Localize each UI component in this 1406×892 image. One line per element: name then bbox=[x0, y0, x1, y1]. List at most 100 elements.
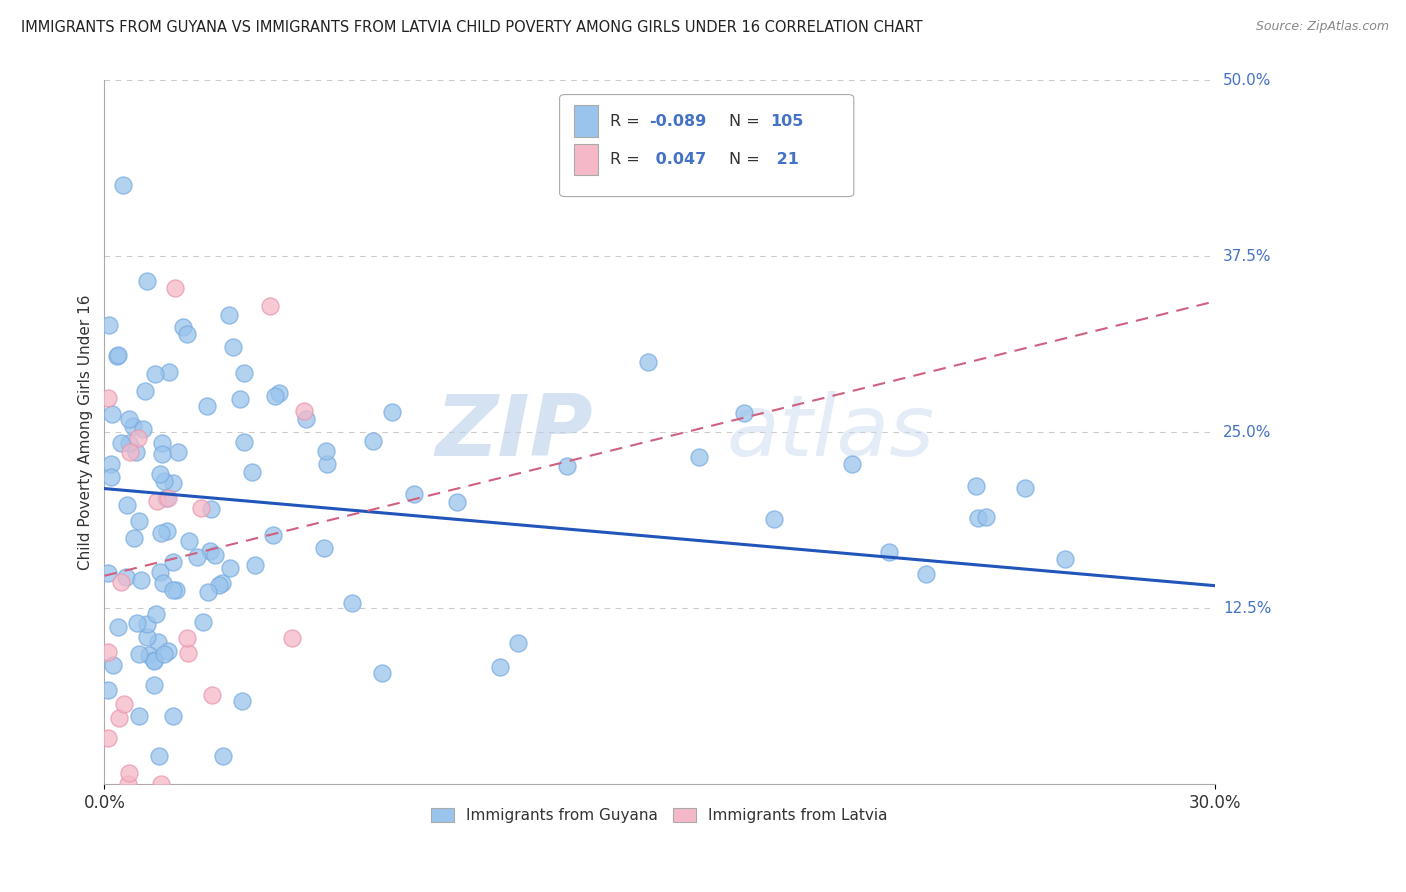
Point bbox=[117, 412, 139, 426]
Point bbox=[243, 558, 266, 573]
Legend: Immigrants from Guyana, Immigrants from Latvia: Immigrants from Guyana, Immigrants from … bbox=[425, 802, 894, 830]
Text: Source: ZipAtlas.com: Source: ZipAtlas.com bbox=[1256, 20, 1389, 33]
Point bbox=[211, 576, 233, 591]
Point bbox=[1014, 482, 1036, 496]
Point bbox=[110, 436, 132, 450]
Point bbox=[315, 444, 337, 458]
Y-axis label: Child Poverty Among Girls Under 16: Child Poverty Among Girls Under 16 bbox=[79, 294, 93, 570]
Point bbox=[280, 632, 302, 646]
Point bbox=[145, 607, 167, 622]
Point bbox=[193, 615, 215, 629]
Point bbox=[138, 648, 160, 663]
Text: atlas: atlas bbox=[725, 391, 934, 474]
Point bbox=[143, 654, 166, 668]
Point bbox=[110, 575, 132, 590]
Point bbox=[165, 582, 187, 597]
Point bbox=[107, 349, 129, 363]
Text: 21: 21 bbox=[770, 153, 799, 168]
Point bbox=[97, 731, 120, 745]
Point bbox=[262, 528, 284, 542]
Point bbox=[218, 308, 240, 322]
Point bbox=[240, 465, 263, 479]
Point bbox=[149, 565, 172, 579]
Point bbox=[98, 318, 121, 332]
Point bbox=[125, 445, 148, 459]
Text: 25.0%: 25.0% bbox=[1223, 425, 1271, 440]
Point bbox=[112, 698, 135, 712]
Point bbox=[1054, 552, 1077, 566]
Point bbox=[162, 555, 184, 569]
Point bbox=[148, 748, 170, 763]
Point bbox=[222, 340, 245, 354]
Point bbox=[340, 596, 363, 610]
Point bbox=[404, 486, 426, 500]
Point bbox=[172, 319, 194, 334]
Point bbox=[156, 524, 179, 538]
Point bbox=[177, 646, 200, 660]
Point bbox=[315, 457, 337, 471]
Point bbox=[371, 666, 394, 681]
Point bbox=[107, 620, 129, 634]
Point bbox=[555, 459, 578, 474]
Point bbox=[132, 422, 155, 436]
Point bbox=[120, 444, 142, 458]
Point bbox=[108, 711, 131, 725]
Point bbox=[733, 407, 755, 421]
Point bbox=[195, 399, 218, 413]
Point bbox=[218, 561, 240, 575]
Point bbox=[259, 299, 281, 313]
Point bbox=[143, 367, 166, 381]
Point bbox=[127, 431, 149, 445]
Point bbox=[914, 567, 936, 582]
Point bbox=[312, 541, 335, 556]
Point bbox=[142, 652, 165, 666]
Point bbox=[688, 450, 710, 464]
Text: R =: R = bbox=[610, 153, 644, 168]
Point bbox=[136, 617, 159, 632]
Point bbox=[143, 678, 166, 692]
Point bbox=[232, 367, 254, 381]
Point bbox=[162, 709, 184, 723]
Point bbox=[149, 467, 172, 482]
Point bbox=[179, 534, 201, 549]
Text: -0.089: -0.089 bbox=[650, 114, 707, 128]
Point bbox=[129, 573, 152, 587]
Point bbox=[145, 493, 167, 508]
Point bbox=[176, 632, 198, 646]
Text: N =: N = bbox=[730, 114, 765, 128]
Point bbox=[165, 281, 187, 295]
Text: 0.047: 0.047 bbox=[650, 153, 706, 168]
Point bbox=[877, 545, 900, 559]
Point bbox=[128, 709, 150, 723]
Point bbox=[208, 578, 231, 592]
Point bbox=[229, 392, 252, 406]
Point bbox=[135, 630, 157, 644]
FancyBboxPatch shape bbox=[560, 95, 853, 196]
Point bbox=[361, 434, 384, 448]
Point bbox=[153, 474, 176, 488]
Point bbox=[150, 447, 173, 461]
Point bbox=[152, 647, 174, 661]
Text: 105: 105 bbox=[770, 114, 804, 128]
Point bbox=[114, 570, 136, 584]
Point bbox=[198, 544, 221, 558]
Point bbox=[122, 419, 145, 434]
Point bbox=[162, 582, 184, 597]
Point bbox=[128, 514, 150, 528]
Point bbox=[152, 576, 174, 591]
Point bbox=[97, 566, 120, 581]
Point bbox=[176, 326, 198, 341]
Point bbox=[128, 648, 150, 662]
Point bbox=[157, 365, 180, 379]
Point bbox=[97, 391, 120, 405]
Point bbox=[762, 512, 785, 526]
Point bbox=[233, 435, 256, 450]
Point bbox=[117, 777, 139, 791]
Point bbox=[446, 495, 468, 509]
Point bbox=[162, 476, 184, 491]
Point bbox=[974, 510, 997, 524]
Point bbox=[150, 436, 173, 450]
Point bbox=[489, 660, 512, 674]
Point bbox=[122, 531, 145, 545]
Point bbox=[965, 479, 987, 493]
